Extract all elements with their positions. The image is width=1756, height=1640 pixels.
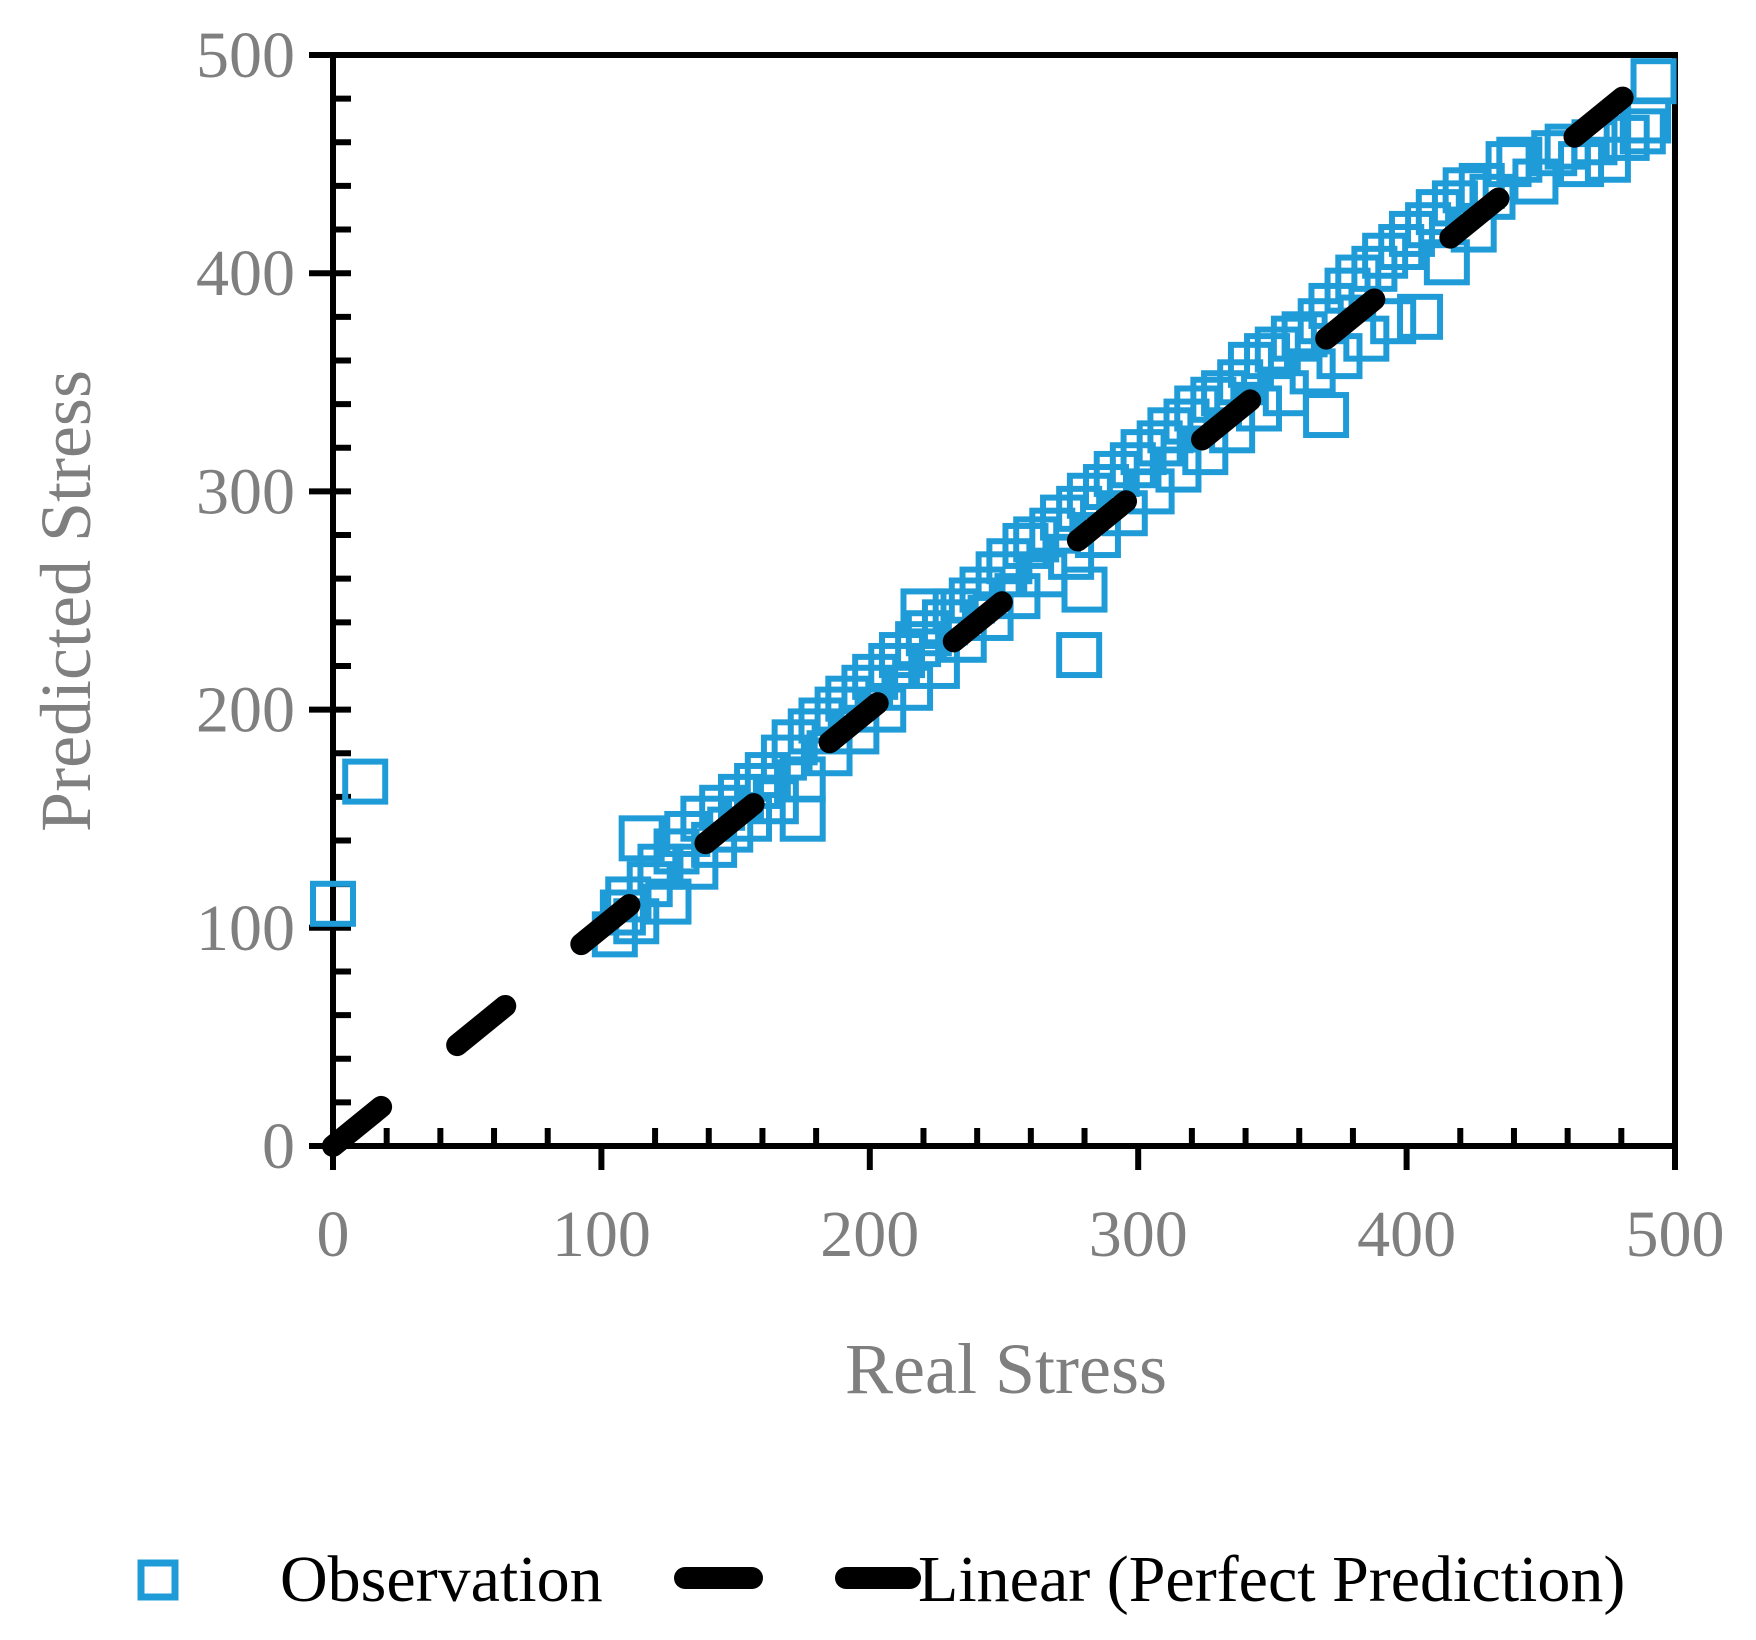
y-axis-title: Predicted Stress (26, 370, 106, 832)
observation-points (310, 58, 1677, 958)
y-tick-label: 0 (262, 1110, 295, 1183)
y-tick-label: 100 (196, 892, 295, 965)
observation-point (1630, 58, 1677, 105)
x-tick-label: 100 (552, 1198, 651, 1271)
plot-border (330, 52, 1678, 1149)
observation-point (310, 880, 356, 927)
perfect-prediction-line-path (322, 44, 1686, 1157)
axis-ticks (309, 52, 1678, 1170)
legend-perfect-prediction-label: Linear (Perfect Prediction) (918, 1543, 1625, 1616)
y-tick-label: 400 (196, 237, 295, 310)
observation-point (342, 758, 389, 805)
observation-point (1303, 392, 1350, 439)
observation-point (913, 642, 960, 689)
y-tick-label: 500 (196, 19, 295, 92)
y-tick-label: 300 (196, 455, 295, 528)
perfect-prediction-line (322, 44, 1686, 1157)
x-tick-label: 300 (1089, 1198, 1188, 1271)
x-tick-label: 200 (820, 1198, 919, 1271)
observation-point (1397, 293, 1444, 340)
observation-point (1056, 632, 1103, 679)
observation-point (637, 843, 684, 890)
x-tick-label: 500 (1626, 1198, 1725, 1271)
observation-point (1227, 341, 1274, 388)
x-tick-label: 400 (1357, 1198, 1456, 1271)
observation-point (645, 878, 692, 925)
legend: Observation Linear (Perfect Prediction) (137, 1543, 1625, 1616)
observation-point (1370, 298, 1417, 345)
tick-labels: 0 100 200 300 400 500 0 100 200 300 400 500 (196, 19, 1725, 1271)
observation-point (1619, 108, 1666, 155)
observation-point (779, 795, 826, 842)
legend-observation-marker (137, 1559, 179, 1601)
legend-observation-label: Observation (280, 1543, 603, 1616)
plot-frame (330, 52, 1678, 1149)
observation-point (1289, 348, 1336, 395)
x-axis-title: Real Stress (845, 1329, 1167, 1409)
x-tick-label: 0 (317, 1198, 350, 1271)
y-tick-label: 200 (196, 674, 295, 747)
observation-point (1061, 566, 1108, 613)
